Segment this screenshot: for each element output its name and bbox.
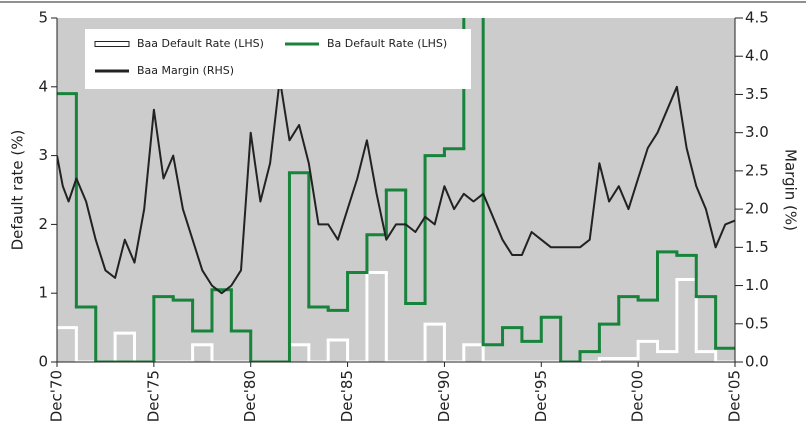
x-tick-label: Dec'85: [338, 370, 356, 422]
x-tick-label: Dec'90: [435, 370, 453, 422]
y2-tick-label: 3.0: [745, 123, 769, 141]
y-tick-label: 4: [38, 77, 48, 95]
x-tick-label: Dec'75: [144, 370, 162, 422]
legend: Baa Default Rate (LHS) Ba Default Rate (L…: [85, 29, 471, 89]
legend-swatch: [94, 41, 130, 47]
series-layer: [57, 18, 735, 362]
y-tick-label: 0: [38, 353, 48, 371]
legend-label: Ba Default Rate (LHS): [327, 37, 447, 50]
x-tick-label: Dec'05: [726, 370, 744, 422]
axes: 0 1 2 3 4 5 0.0 0.5 1.0 1.5 2.0 2.5 3.0 3.5 4.0 4.5 Dec'…: [38, 9, 768, 423]
y-tick-label: 5: [38, 9, 48, 27]
legend-box: [85, 29, 471, 89]
y-tick-label: 2: [38, 215, 48, 233]
y2-tick-label: 1.5: [745, 238, 769, 256]
line: [57, 78, 735, 295]
y2-tick-label: 2.0: [745, 200, 769, 218]
y2-tick-label: 1.0: [745, 276, 769, 294]
y2-tick-label: 0.5: [745, 314, 769, 332]
y2-tick-label: 4.5: [745, 9, 769, 27]
y-tick-label: 3: [38, 146, 48, 164]
y-tick-label: 1: [38, 284, 48, 302]
x-tick-label: Dec'00: [629, 370, 647, 422]
y2-tick-label: 3.5: [745, 85, 769, 103]
x-tick-label: Dec'70: [48, 370, 66, 422]
x-tick-label: Dec'80: [241, 370, 259, 422]
y2-tick-label: 2.5: [745, 161, 769, 179]
y2-axis-label: Margin (%): [782, 149, 800, 231]
y-axis-label: Default rate (%): [9, 130, 27, 251]
x-tick-label: Dec'95: [532, 370, 550, 422]
legend-label: Baa Margin (RHS): [137, 64, 234, 77]
y2-tick-label: 0.0: [745, 353, 769, 371]
y2-tick-label: 4.0: [745, 47, 769, 65]
legend-label: Baa Default Rate (LHS): [137, 37, 264, 50]
